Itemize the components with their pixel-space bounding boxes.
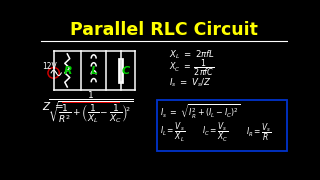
Text: C: C [122,66,130,76]
Text: $I_L=\dfrac{V_s}{X_L}$: $I_L=\dfrac{V_s}{X_L}$ [160,121,186,144]
Text: $X_L\ =\ 2\pi fL$: $X_L\ =\ 2\pi fL$ [169,48,215,61]
Text: $Z\ =$: $Z\ =$ [43,100,65,112]
Text: $I_C=\dfrac{V_s}{X_C}$: $I_C=\dfrac{V_s}{X_C}$ [203,121,229,144]
Text: $I_R=\dfrac{V_s}{R}$: $I_R=\dfrac{V_s}{R}$ [246,122,272,143]
Text: R: R [63,66,72,76]
Text: L: L [91,66,98,76]
Text: 12V: 12V [43,62,57,71]
Text: $I_s\ =\ V_s/Z$: $I_s\ =\ V_s/Z$ [169,76,211,89]
Text: $I_s\ =\ \sqrt{I_R^2+(I_L-I_C)^2}$: $I_s\ =\ \sqrt{I_R^2+(I_L-I_C)^2}$ [160,103,241,121]
Text: $X_C\ =\ \dfrac{1}{2\pi fC}$: $X_C\ =\ \dfrac{1}{2\pi fC}$ [169,58,214,78]
Text: $\dfrac{1}{\sqrt{\dfrac{1}{R^2}+\left(\dfrac{1}{X_L}-\dfrac{1}{X_C}\right)^{\!2}: $\dfrac{1}{\sqrt{\dfrac{1}{R^2}+\left(\d… [48,90,133,126]
Text: Parallel RLC Circuit: Parallel RLC Circuit [70,21,258,39]
